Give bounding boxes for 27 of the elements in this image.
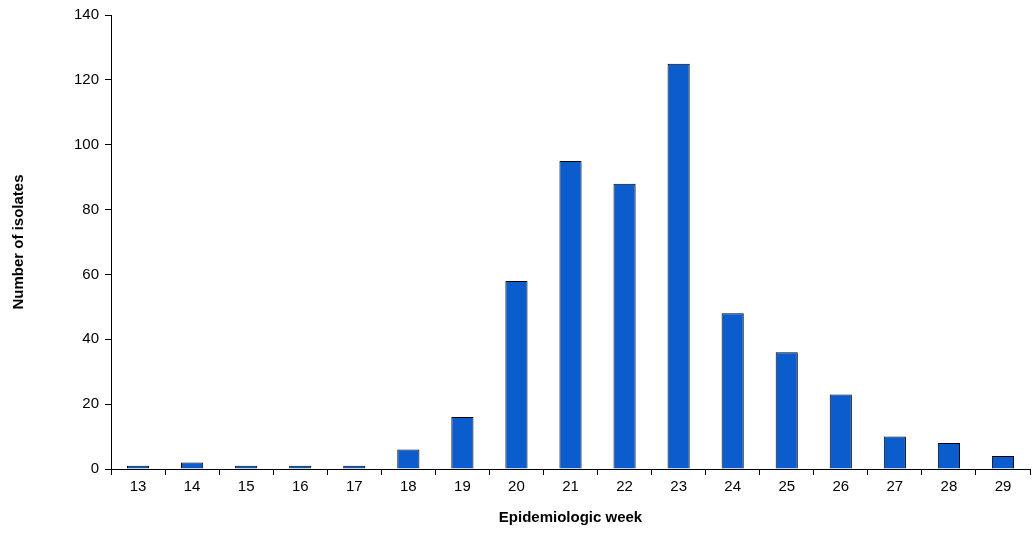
x-tick-label: 26 [832,477,850,495]
y-axis-title: Number of isolates [9,174,27,310]
y-tick-label: 80 [82,199,100,217]
x-tick-label: 27 [886,477,904,495]
x-tick-label: 28 [940,477,958,495]
x-tick-label: 21 [562,477,579,495]
y-tick-label: 60 [82,264,100,282]
x-tick-label: 25 [778,477,796,495]
y-tick-label: 20 [82,394,100,412]
x-tick-label: 14 [183,477,201,495]
x-tick-label: 17 [345,477,363,495]
x-tick-label: 18 [400,477,417,495]
y-tick-label: 0 [90,459,100,477]
x-tick-label: 23 [670,477,687,495]
x-tick-label: 16 [291,477,309,495]
x-tick-label: 22 [616,477,633,495]
x-tick-label: 24 [724,477,742,495]
x-tick-label: 20 [508,477,525,495]
y-tick-label: 100 [74,134,100,152]
x-tick-label: 29 [994,477,1012,495]
y-tick-label: 140 [74,5,100,23]
y-tick-label: 120 [74,70,100,87]
y-tick-label: 40 [82,329,100,347]
x-axis-title: Epidemiologic week [498,508,643,526]
x-tick-label: 13 [129,477,147,495]
x-tick-label: 15 [237,477,255,495]
x-tick-label: 19 [454,477,471,495]
